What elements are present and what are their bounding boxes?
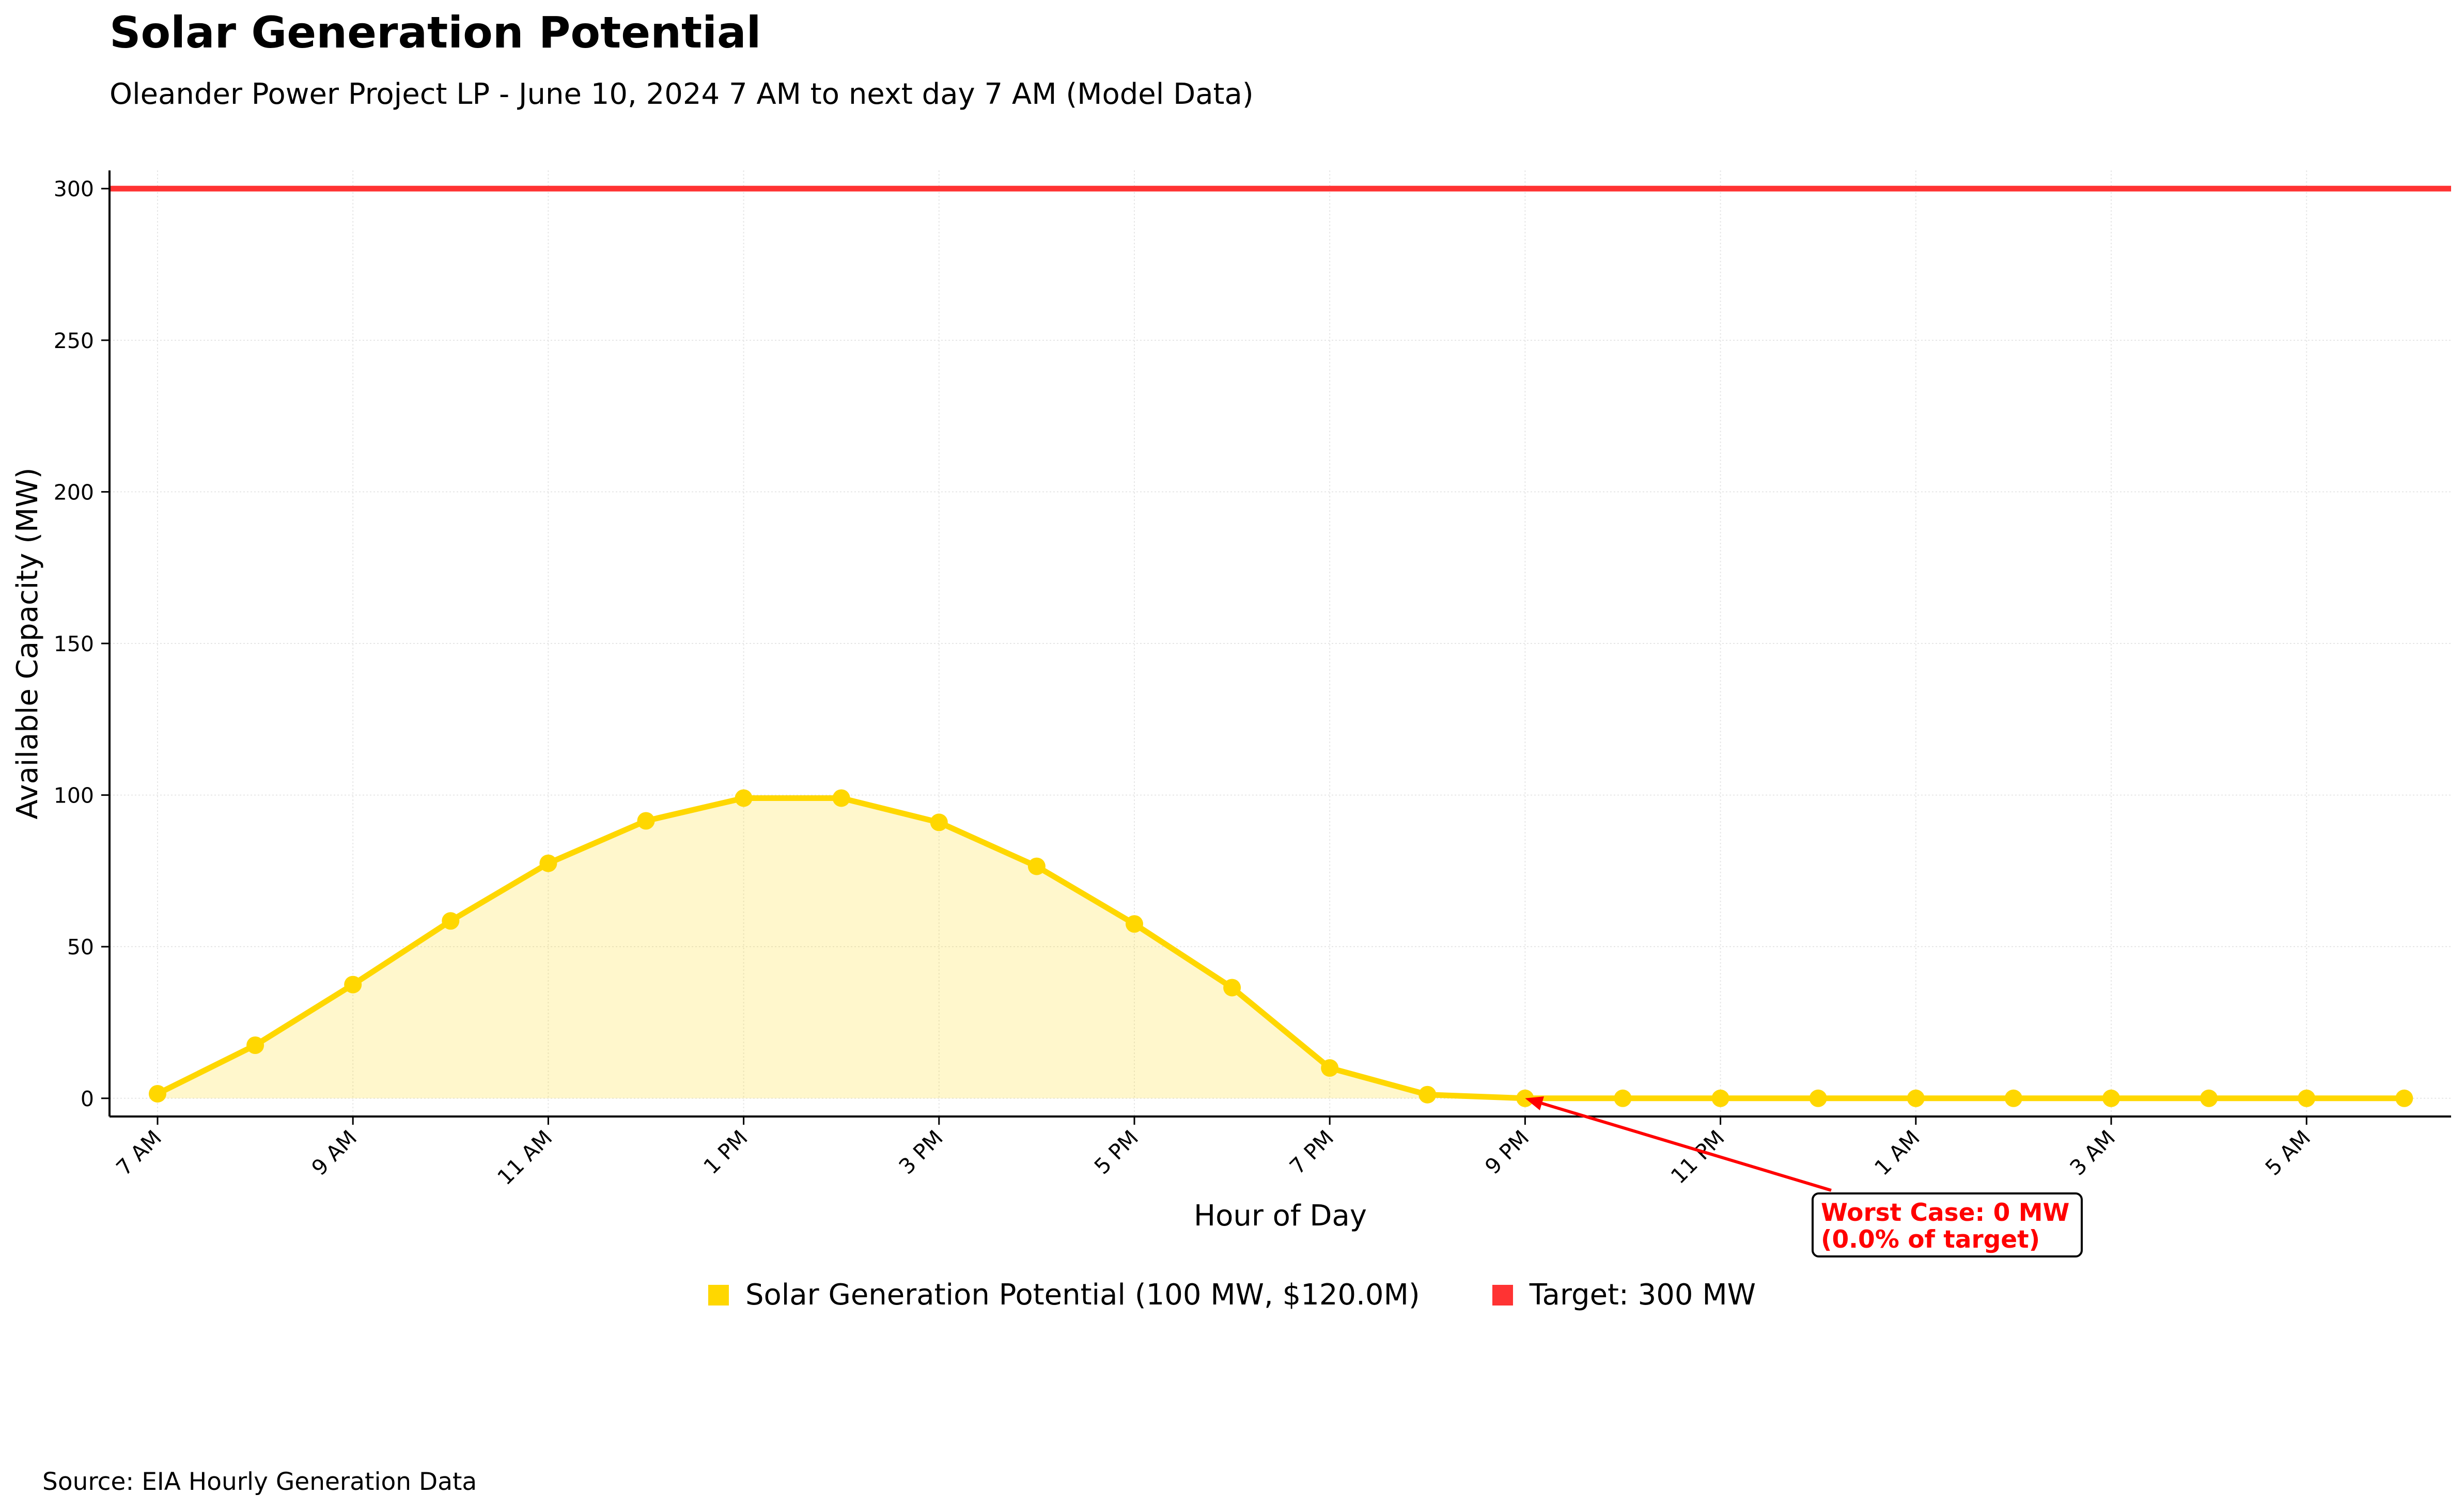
data-point [2004,1089,2022,1107]
y-tick-label: 100 [54,783,94,808]
data-point [735,789,753,807]
data-point [442,912,460,930]
data-point [1614,1089,1632,1107]
data-point [2395,1089,2413,1107]
x-tick-label: 1 PM [699,1125,753,1179]
worst-case-annotation: Worst Case: 0 MW (0.0% of target) [1812,1192,2083,1257]
y-tick-label: 0 [81,1087,94,1111]
series-area-fill [158,798,2405,1098]
data-point [930,813,948,831]
data-point [2102,1089,2120,1107]
annotation-arrow [1541,1102,1832,1192]
legend-swatch-target [1492,1284,1513,1305]
annotation-line-2: (0.0% of target) [1821,1225,2040,1254]
series-area [158,798,2405,1098]
y-tick-label: 50 [67,935,94,960]
data-point [1711,1089,1729,1107]
legend: Solar Generation Potential (100 MW, $120… [0,1278,2464,1312]
source-note: Source: EIA Hourly Generation Data [42,1468,477,1496]
annotation-arrow-head [1525,1096,1544,1110]
data-point [539,854,557,872]
x-tick-label: 7 AM [112,1125,166,1180]
legend-item-target: Target: 300 MW [1492,1278,1756,1312]
x-tick-label: 3 PM [894,1125,948,1179]
y-tick-label: 200 [54,480,94,505]
data-point [1809,1089,1827,1107]
series-line-layer [154,795,2407,1102]
data-point [149,1084,166,1103]
data-point [1223,979,1241,997]
data-point [344,976,362,994]
legend-label-target: Target: 300 MW [1529,1278,1756,1312]
x-axis-label: Hour of Day [1194,1199,1367,1233]
data-point [1321,1059,1339,1077]
annotation-arrow-layer [1525,1096,1832,1192]
x-tick-label: 9 PM [1480,1125,1534,1179]
y-tick-label: 150 [54,632,94,656]
series-line [154,795,2407,1102]
y-tick-label: 300 [54,177,94,201]
data-point [832,789,850,807]
data-point [246,1036,264,1055]
x-tick-label: 9 AM [307,1125,362,1180]
x-tick-label: 5 PM [1089,1125,1143,1179]
x-tick-label: 11 AM [493,1125,557,1190]
data-point [2200,1089,2218,1107]
x-tick-label: 7 PM [1285,1125,1338,1179]
data-point [2298,1089,2316,1107]
data-point [1126,915,1143,933]
series-points [149,789,2413,1107]
chart-subtitle: Oleander Power Project LP - June 10, 202… [110,77,1254,111]
legend-item-solar: Solar Generation Potential (100 MW, $120… [708,1278,1420,1312]
data-point [1027,857,1046,875]
data-point [1418,1086,1437,1104]
x-tick-label: 1 AM [1869,1125,1924,1180]
y-axis-label: Available Capacity (MW) [11,467,44,819]
x-tick-label: 5 AM [2260,1125,2315,1180]
x-tick-label: 3 AM [2065,1125,2120,1180]
y-tick-label: 250 [54,328,94,353]
annotation-line-1: Worst Case: 0 MW [1821,1199,2070,1227]
data-point [637,812,655,830]
legend-swatch-solar [708,1284,729,1305]
legend-label-solar: Solar Generation Potential (100 MW, $120… [745,1278,1420,1312]
data-point [1907,1089,1925,1107]
grid-lines [110,170,2451,1116]
chart-title: Solar Generation Potential [110,7,761,58]
